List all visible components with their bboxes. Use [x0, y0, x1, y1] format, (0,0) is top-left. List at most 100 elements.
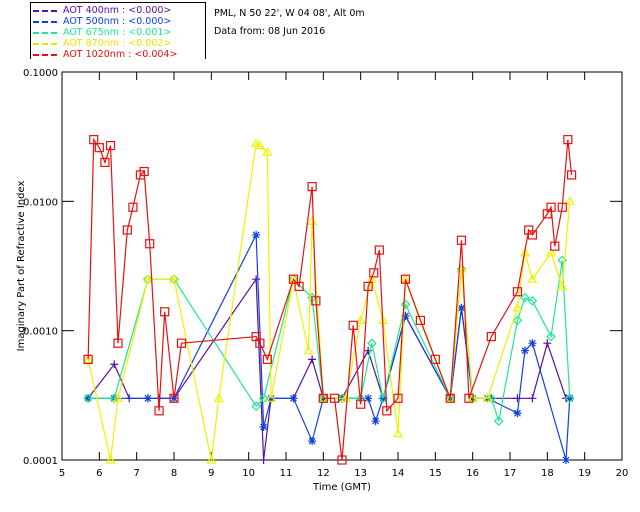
data-point [557, 281, 568, 290]
data-point [94, 143, 104, 153]
data-point [213, 393, 224, 402]
data-point [143, 274, 153, 285]
x-tick-label: 12 [317, 468, 330, 479]
data-point [563, 135, 573, 145]
data-point [89, 135, 99, 145]
data-point [527, 230, 538, 240]
data-point [393, 393, 403, 403]
series-aot-1020nm [83, 135, 577, 465]
data-point [303, 345, 314, 355]
data-point [374, 245, 384, 255]
data-point [363, 281, 373, 291]
data-point [311, 296, 321, 306]
data-point [566, 170, 577, 180]
data-point [456, 235, 467, 245]
x-tick-label: 5 [59, 468, 65, 479]
data-point [83, 354, 93, 364]
data-point [356, 399, 366, 409]
data-point [100, 157, 110, 168]
series-line [87, 142, 571, 461]
data-point [528, 394, 537, 403]
data-point [482, 393, 493, 402]
data-point [258, 393, 269, 404]
data-point [289, 394, 298, 403]
data-point [337, 455, 347, 465]
legend-item-1020: AOT 1020nm : <0.004> [33, 49, 177, 60]
legend-label: AOT 1020nm : <0.004> [63, 49, 178, 60]
data-point [128, 202, 138, 212]
x-tick-label: 10 [242, 468, 255, 479]
data-point [329, 393, 340, 403]
data-point [520, 292, 530, 303]
data-point [527, 296, 538, 306]
y-tick-label: 0.0001 [23, 456, 58, 467]
data-point [401, 311, 410, 320]
data-point [252, 230, 261, 239]
x-tick-label: 20 [616, 468, 629, 479]
data-point [512, 315, 523, 326]
x-tick-label: 6 [96, 468, 102, 479]
y-tick-label: 0.1000 [23, 68, 58, 79]
data-point [527, 273, 538, 283]
legend: AOT 400nm : <0.000> AOT 500nm : <0.000> … [30, 2, 206, 60]
data-point [546, 247, 557, 257]
x-tick-label: 9 [208, 468, 214, 479]
data-point [262, 354, 272, 364]
data-point [519, 247, 530, 257]
data-point [400, 274, 411, 284]
data-point [176, 338, 187, 348]
date-text: Data from: 08 Jun 2016 [214, 26, 326, 37]
data-point [528, 339, 537, 348]
series-aot-500nm [84, 230, 574, 464]
x-tick-label: 19 [578, 468, 591, 479]
x-tick-label: 8 [171, 468, 177, 479]
data-point [513, 394, 522, 403]
data-point [430, 354, 440, 364]
data-point [308, 437, 317, 446]
x-tick-label: 15 [429, 468, 442, 479]
data-point [562, 456, 570, 464]
data-point [557, 202, 567, 212]
x-axis-title: Time (GMT) [312, 482, 371, 493]
x-tick-label: 11 [280, 468, 293, 479]
data-point [367, 338, 377, 349]
x-tick-label: 7 [133, 468, 139, 479]
y-axis-title: Imaginary Part of Refractive Index [16, 181, 27, 352]
data-point [254, 140, 265, 150]
data-point [288, 273, 299, 283]
series-line [88, 260, 571, 422]
location-text: PML, N 50 22', W 04 08', Alt 0m [214, 8, 365, 19]
data-point [259, 422, 268, 431]
data-point [512, 287, 523, 297]
legend-swatch [33, 20, 57, 23]
data-point [255, 338, 265, 348]
series-line [88, 234, 571, 461]
data-point [168, 273, 180, 283]
data-point [110, 360, 119, 369]
series-aot-675nm [83, 255, 575, 426]
data-point [457, 303, 466, 312]
data-point [355, 315, 366, 325]
data-point [105, 454, 116, 464]
data-point [142, 273, 153, 283]
legend-item-400: AOT 400nm : <0.000> [33, 5, 171, 16]
data-point [105, 140, 116, 151]
data-point [83, 354, 94, 363]
legend-item-870: AOT 870nm : <0.002> [33, 38, 171, 49]
data-point [251, 138, 262, 148]
data-point [288, 274, 299, 284]
series-group [83, 135, 577, 465]
data-point [546, 331, 556, 342]
legend-swatch [33, 31, 57, 34]
data-point [145, 239, 155, 249]
axes: 5 6 7 8 9 10 11 12 13 14 15 16 17 18 19 20 0.0001 0.0010 0… [23, 68, 628, 479]
data-point [364, 394, 373, 403]
data-point [445, 393, 456, 402]
data-point [262, 146, 273, 156]
legend-item-500: AOT 500nm : <0.000> [33, 16, 171, 27]
data-point [160, 307, 170, 317]
data-point [122, 225, 132, 235]
data-point [139, 166, 149, 177]
x-tick-label: 13 [354, 468, 367, 479]
data-point [486, 331, 496, 342]
